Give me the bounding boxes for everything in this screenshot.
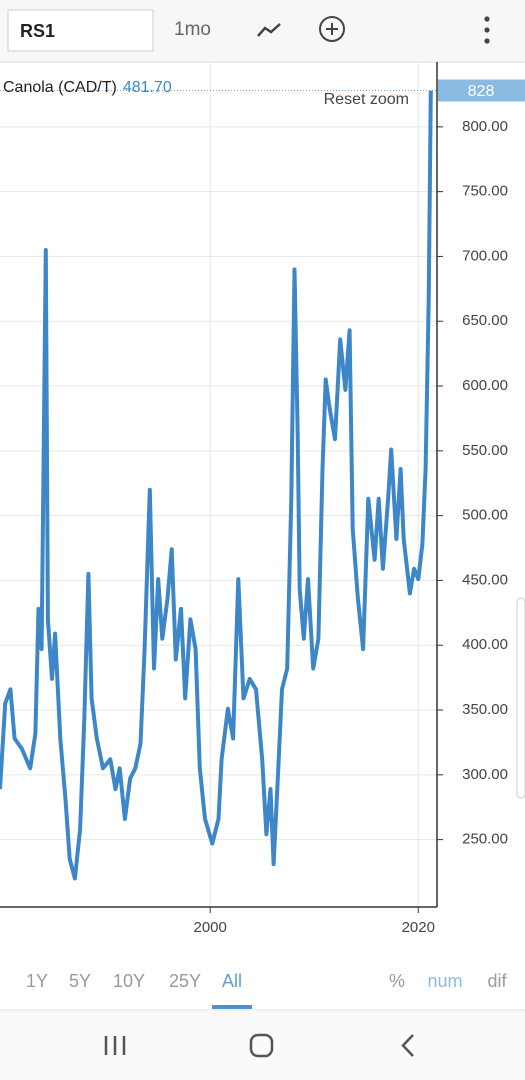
reset-zoom-button[interactable]: Reset zoom: [324, 91, 409, 108]
y-tick-label: 550.00: [462, 442, 508, 459]
price-line: [0, 90, 433, 881]
y-tick-label: 700.00: [462, 247, 508, 264]
y-tick-label: 750.00: [462, 183, 508, 200]
y-tick-label: 500.00: [462, 507, 508, 524]
mode-tab[interactable]: num: [427, 971, 462, 991]
mode-tab[interactable]: %: [389, 971, 405, 991]
back-button[interactable]: [401, 1034, 414, 1057]
y-tick-label: 250.00: [462, 831, 508, 848]
y-tick-label: 600.00: [462, 377, 508, 394]
interval-button[interactable]: 1mo: [174, 19, 211, 40]
y-tick-label: 800.00: [462, 118, 508, 135]
symbol-text: RS1: [20, 21, 55, 41]
range-tab[interactable]: 10Y: [113, 971, 145, 991]
y-tick-label: 650.00: [462, 312, 508, 329]
x-tick-label: 2020: [402, 919, 435, 936]
legend-name: Canola (CAD/T): [3, 79, 117, 96]
range-tab[interactable]: 1Y: [26, 971, 48, 991]
nav-bar: [0, 1011, 525, 1080]
range-tab[interactable]: 5Y: [69, 971, 91, 991]
scroll-handle: [516, 597, 525, 799]
add-indicator-icon[interactable]: [319, 16, 345, 42]
y-tick-label: 400.00: [462, 636, 508, 653]
last-value-tag: [438, 79, 525, 102]
range-tab[interactable]: 25Y: [169, 971, 201, 991]
y-tick-label: 450.00: [462, 571, 508, 588]
home-button[interactable]: [249, 1033, 274, 1058]
x-tick-label: 2000: [193, 919, 226, 936]
menu-icon[interactable]: [484, 16, 490, 44]
mode-tab[interactable]: dif: [487, 971, 507, 991]
y-tick-label: 350.00: [462, 701, 508, 718]
active-tab-indicator: [212, 1005, 252, 1009]
chart-type-icon[interactable]: [257, 23, 281, 37]
y-tick-label: 300.00: [462, 766, 508, 783]
last-value-label: 828: [468, 83, 495, 100]
range-tab[interactable]: All: [222, 971, 242, 991]
symbol-input[interactable]: [7, 9, 154, 52]
legend-value: 481.70: [123, 79, 172, 96]
recent-apps-button[interactable]: [104, 1036, 126, 1055]
